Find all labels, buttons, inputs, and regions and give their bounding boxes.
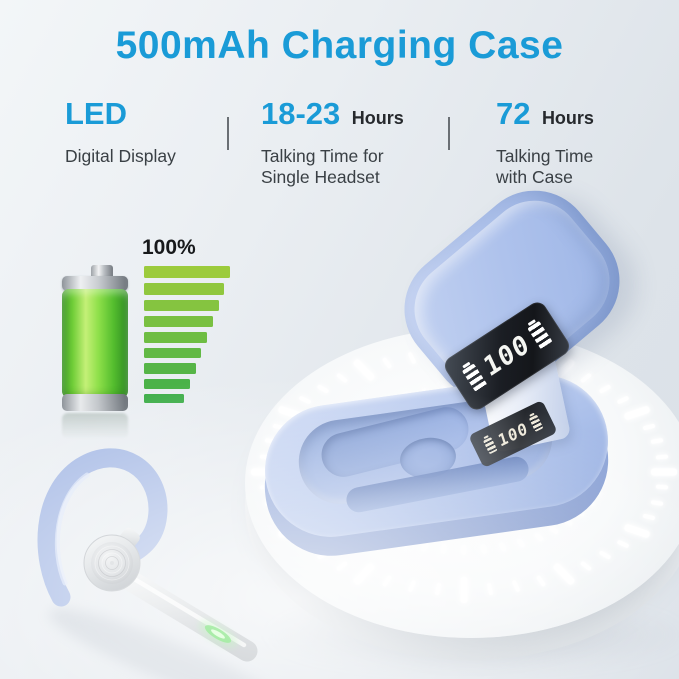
feature-case-unit: Hours bbox=[541, 108, 594, 128]
feature-led: LED Digital Display bbox=[65, 96, 176, 167]
battery-icon bbox=[62, 289, 128, 398]
feature-single-desc-line2: Single Headset bbox=[261, 167, 380, 188]
display-reflection-value: 100 bbox=[495, 417, 531, 451]
feature-divider bbox=[227, 117, 229, 150]
feature-single-desc-line1: Talking Time for bbox=[261, 146, 384, 166]
feature-case-time: 72 Hours Talking Time with Case bbox=[496, 96, 594, 189]
battery-bar bbox=[144, 332, 207, 343]
ear-hook bbox=[37, 448, 168, 607]
battery-level-icon bbox=[528, 414, 544, 432]
feature-led-value: LED bbox=[65, 96, 127, 131]
feature-single-value: 18-23 bbox=[261, 96, 341, 131]
feature-case-desc-line2: with Case bbox=[496, 167, 573, 188]
feature-single-unit: Hours bbox=[351, 108, 404, 128]
battery-bar bbox=[144, 283, 225, 295]
battery-bar bbox=[144, 347, 202, 359]
display-charge-value: 100 bbox=[479, 328, 535, 384]
battery-level-icon bbox=[527, 320, 553, 350]
page-title: 500mAh Charging Case bbox=[115, 24, 564, 67]
light-tick bbox=[651, 468, 677, 476]
battery-reflection bbox=[62, 413, 128, 439]
battery-icon bbox=[62, 276, 128, 291]
battery-bar bbox=[144, 363, 196, 374]
battery-level-icon bbox=[461, 362, 487, 392]
feature-case-desc-line1: Talking Time bbox=[496, 146, 594, 166]
battery-percentage-label: 100% bbox=[142, 236, 196, 259]
headset-shadow bbox=[48, 608, 282, 679]
charging-case: 100 100 bbox=[250, 166, 679, 565]
battery-level-bars bbox=[144, 266, 230, 412]
battery-bar bbox=[144, 266, 230, 278]
speaker-rings bbox=[94, 545, 130, 581]
feature-divider bbox=[448, 117, 450, 150]
battery-bar bbox=[144, 378, 190, 389]
light-tick bbox=[460, 577, 468, 603]
led-core bbox=[211, 629, 225, 639]
feature-single-headset-time: 18-23 Hours Talking Time for Single Head… bbox=[261, 96, 404, 189]
headset-earpiece bbox=[37, 448, 282, 679]
ear-hook-highlight bbox=[54, 472, 90, 586]
battery-level-icon bbox=[482, 436, 498, 454]
battery-bar bbox=[144, 299, 219, 312]
battery-bar bbox=[144, 393, 184, 404]
battery-icon bbox=[91, 265, 113, 279]
battery-bar bbox=[144, 316, 213, 328]
feature-case-value: 72 bbox=[496, 96, 531, 131]
feature-led-desc-line1: Digital Display bbox=[65, 146, 176, 166]
battery-icon bbox=[62, 394, 128, 411]
